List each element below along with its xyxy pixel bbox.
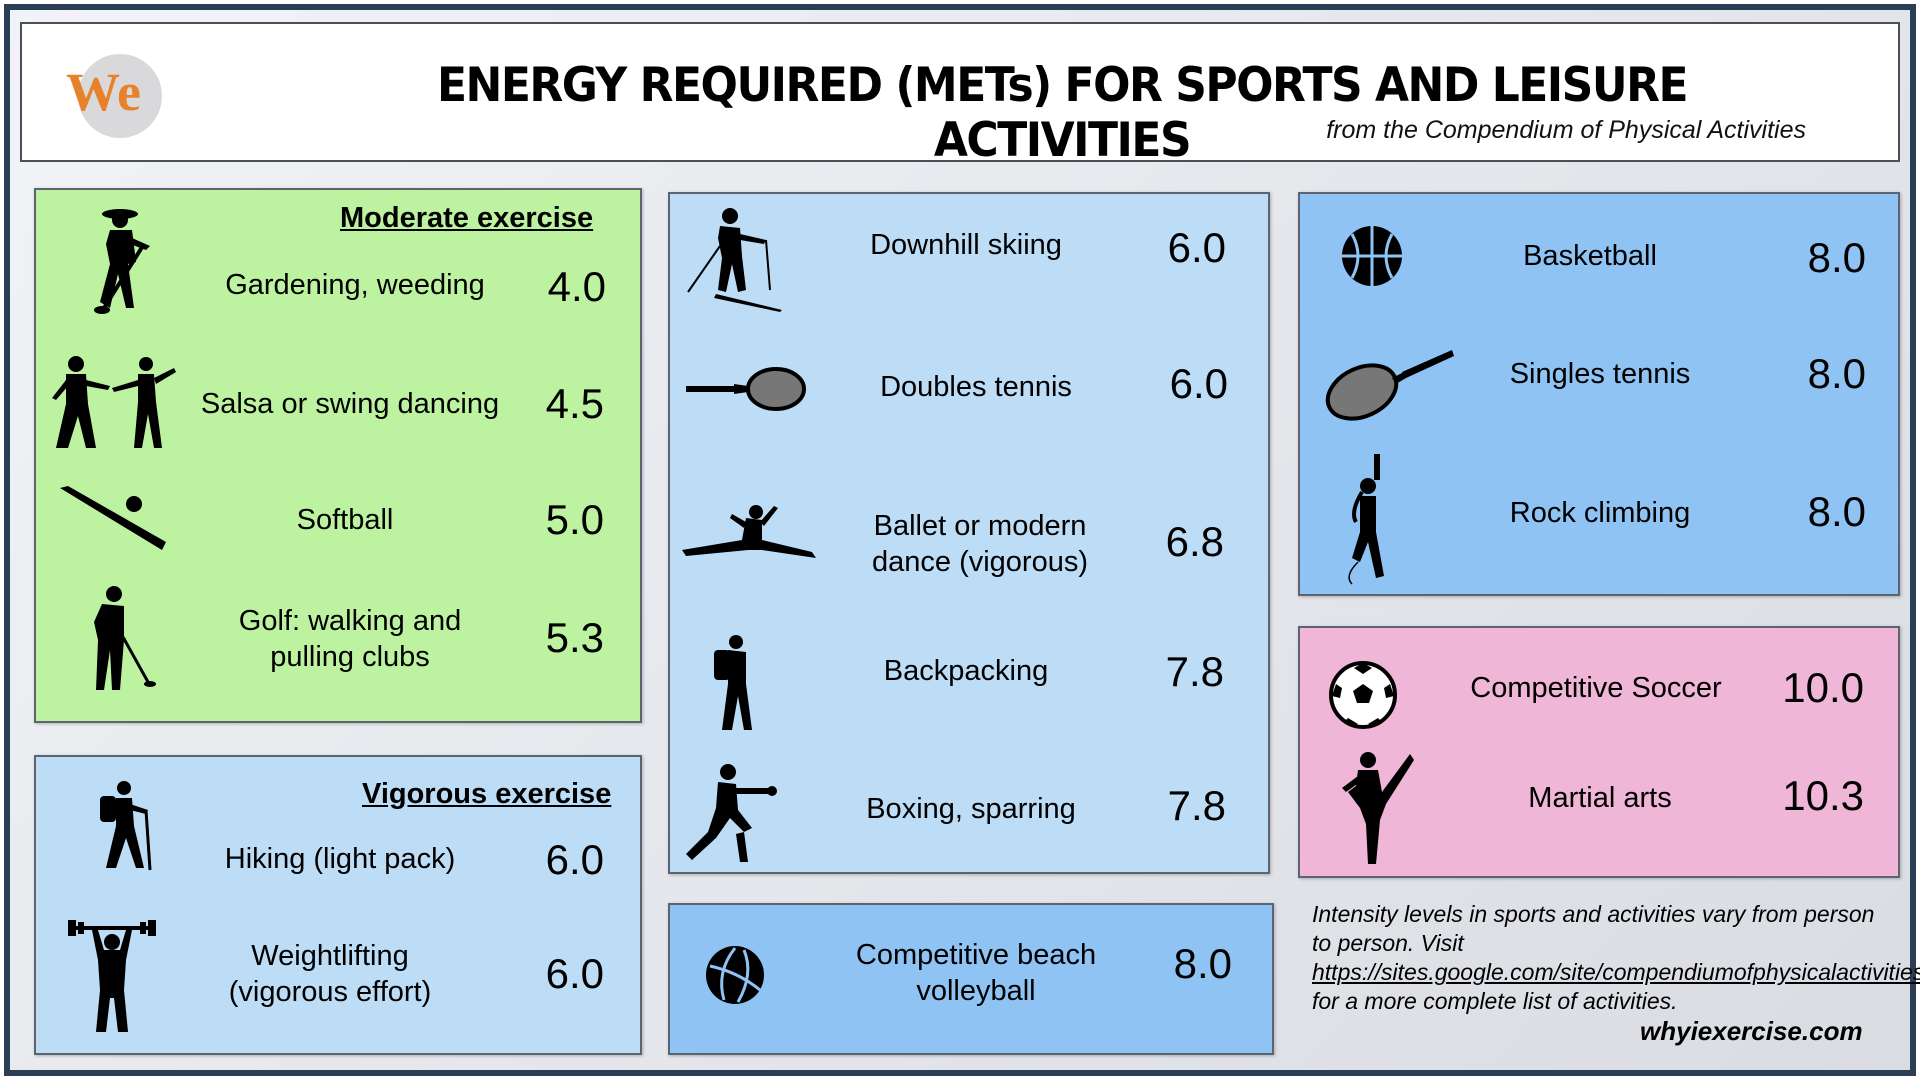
golfer-icon [78, 584, 158, 694]
activity-label: Weightlifting (vigorous effort) [228, 940, 432, 1008]
met-value: 7.8 [1165, 648, 1224, 695]
activity-label: Singles tennis [1509, 358, 1691, 390]
svg-text:We: We [66, 62, 141, 122]
soccer-ball-icon [1328, 660, 1398, 730]
vigorous-heading: Vigorous exercise [362, 778, 612, 810]
activity-label: Boxing, sparring [866, 793, 1076, 825]
activity-label: Martial arts [1528, 782, 1672, 814]
activity-label: Doubles tennis [880, 371, 1072, 403]
activity-label: Basketball [1523, 240, 1657, 272]
activity-label: Salsa or swing dancing [200, 388, 500, 420]
met-value: 5.3 [545, 614, 604, 661]
met-value: 6.0 [545, 836, 604, 883]
met-value: 6.0 [1167, 224, 1226, 271]
activity-label: Competitive beach volleyball [855, 939, 1097, 1007]
hiker-icon [94, 780, 156, 872]
vigorous-exercise-panel [34, 755, 642, 1055]
bat-ball-icon [58, 486, 170, 552]
volleyball-panel [668, 903, 1274, 1055]
tennis-racket-icon [686, 366, 806, 412]
activity-label: Hiking (light pack) [224, 843, 456, 875]
backpacker-icon [712, 634, 754, 734]
met-value: 8.0 [1807, 488, 1866, 535]
activity-label: Ballet or modern dance (vigorous) [872, 510, 1088, 578]
volleyball-icon [704, 944, 766, 1006]
met-value: 6.0 [1169, 360, 1228, 407]
note-text: Intensity levels in sports and activitie… [1312, 901, 1875, 956]
moderate-heading: Moderate exercise [340, 202, 594, 234]
note-text: for a more complete list of activities. [1312, 988, 1678, 1014]
page-subtitle: from the Compendium of Physical Activiti… [1326, 116, 1806, 144]
martial-artist-icon [1340, 748, 1414, 866]
met-value: 4.0 [547, 263, 606, 310]
header: We ENERGY REQUIRED (METs) FOR SPORTS AND… [20, 22, 1900, 168]
whyiexercise-logo: We [58, 44, 170, 144]
dancer-split-icon [682, 504, 818, 566]
disclaimer-note: Intensity levels in sports and activitie… [1312, 900, 1920, 1016]
tennis-racket-icon [1322, 348, 1456, 422]
boxer-icon [686, 762, 778, 864]
activity-label: Softball [296, 504, 394, 536]
activity-label: Gardening, weeding [225, 269, 485, 301]
middle-activities-panel [668, 192, 1270, 874]
activity-label: Golf: walking and pulling clubs [238, 605, 462, 673]
basketball-icon [1340, 224, 1404, 288]
met-value: 8.0 [1807, 234, 1866, 281]
met-value: 6.0 [545, 950, 604, 997]
gardener-icon [88, 204, 160, 316]
activity-label: Rock climbing [1509, 497, 1691, 529]
met-value: 10.3 [1782, 772, 1864, 819]
met-value: 6.8 [1165, 518, 1224, 565]
met-value: 4.5 [545, 380, 604, 427]
activity-label: Downhill skiing [870, 229, 1062, 261]
met-value: 8.0 [1173, 940, 1232, 987]
moderate-exercise-panel [34, 188, 642, 723]
met-value: 10.0 [1782, 664, 1864, 711]
very-high-intensity-panel [1298, 626, 1900, 878]
met-value: 7.8 [1167, 782, 1226, 829]
dancers-icon [50, 354, 178, 450]
site-name: whyiexercise.com [1640, 1016, 1863, 1046]
skier-icon [686, 206, 786, 312]
met-value: 5.0 [545, 496, 604, 543]
met-value: 8.0 [1807, 350, 1866, 397]
weightlifter-icon [68, 920, 156, 1036]
page-title: ENERGY REQUIRED (METs) FOR SPORTS AND LE… [436, 57, 1689, 169]
activity-label: Competitive Soccer [1470, 672, 1722, 704]
climber-icon [1340, 452, 1402, 588]
compendium-link[interactable]: https://sites.google.com/site/compendium… [1312, 959, 1920, 985]
activity-label: Backpacking [883, 655, 1049, 687]
